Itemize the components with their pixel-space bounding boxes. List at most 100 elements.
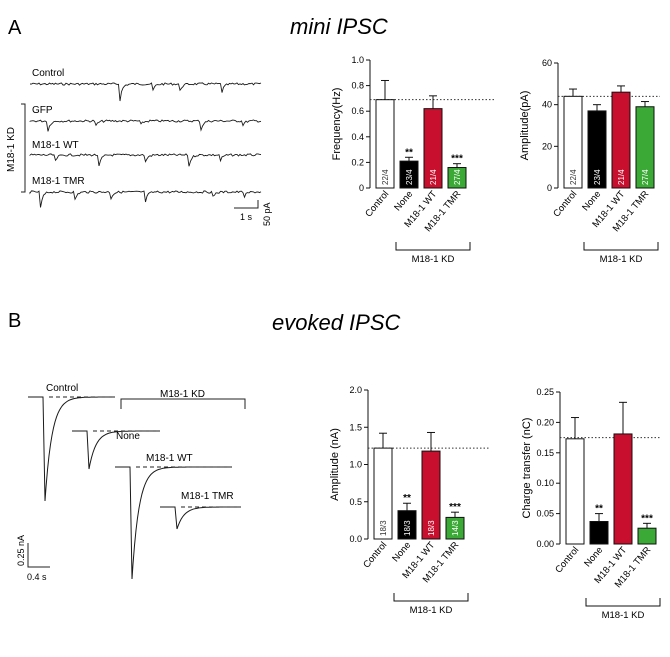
- y-tick-label: 0.25: [536, 387, 554, 397]
- y-tick-label: 1.5: [349, 422, 362, 432]
- mini-trace-line: [29, 190, 262, 208]
- evoked-trace-line: [28, 396, 115, 502]
- bar-control: [565, 438, 585, 545]
- y-tick-label: 0.0: [349, 534, 362, 544]
- bar-n-label: 23/4: [593, 169, 602, 185]
- significance-stars: ***: [451, 154, 463, 165]
- bar-n-label: 18/3: [403, 520, 412, 536]
- significance-stars: **: [405, 147, 413, 158]
- scale-bar-b: [27, 543, 50, 568]
- bar-chart-3: 0.0 0.5 1.0 1.5 2.0 Amplitude (nA) 18/3 Control…: [329, 385, 490, 616]
- y-tick-label: 1.0: [351, 55, 364, 65]
- y-tick-label: 20: [542, 141, 552, 151]
- y-tick-label: 0.10: [536, 478, 554, 488]
- group-bracket-label: M18-1 KD: [602, 610, 645, 621]
- y-tick-label: 0.5: [349, 497, 362, 507]
- mini-trace-line: [29, 153, 262, 167]
- y-tick-label: 0.2: [351, 157, 364, 167]
- bar-n-label: 27/4: [453, 169, 462, 185]
- significance-stars: ***: [449, 502, 461, 513]
- panel-a-letter: A: [8, 17, 22, 39]
- y-tick-label: 0.4: [351, 132, 364, 142]
- bar-n-label: 18/3: [379, 520, 388, 536]
- y-tick-label: 0.20: [536, 417, 554, 427]
- y-tick-label: 2.0: [349, 385, 362, 395]
- kd-bracket-label-a: M18-1 KD: [6, 127, 17, 172]
- category-label: Control: [361, 540, 389, 571]
- group-bracket: [393, 593, 469, 602]
- trace-label-gfp: GFP: [32, 105, 53, 116]
- category-label: None: [390, 540, 413, 564]
- y-tick-label: 0.05: [536, 509, 554, 519]
- scale-amp-a: 50 pA: [262, 202, 272, 226]
- group-bracket-label: M18-1 KD: [412, 254, 455, 265]
- evoked-trace-line: [160, 506, 241, 530]
- trace-label-tmr: M18-1 TMR: [32, 176, 85, 187]
- trace-label-wt: M18-1 WT: [32, 140, 79, 151]
- bar-chart-4: 0.00 0.05 0.10 0.15 0.20 0.25 Charge transfer …: [521, 387, 661, 621]
- significance-stars: **: [403, 493, 411, 504]
- y-tick-label: 0.00: [536, 539, 554, 549]
- y-tick-label: 1.0: [349, 460, 362, 470]
- y-tick-label: 0.15: [536, 448, 554, 458]
- evoked-label-control: Control: [46, 383, 78, 394]
- y-tick-label: 0.8: [351, 81, 364, 91]
- y-axis-label: Amplitude(pA): [519, 91, 531, 161]
- significance-stars: **: [595, 504, 603, 515]
- evoked-ipsc-traces: Control None M18-1 WT M18-1 TMR M18-1 KD…: [16, 383, 246, 582]
- y-tick-label: 0: [547, 183, 552, 193]
- evoked-label-wt: M18-1 WT: [146, 453, 193, 464]
- group-bracket: [395, 242, 471, 251]
- y-tick-label: 0.6: [351, 106, 364, 116]
- group-bracket-label: M18-1 KD: [600, 254, 643, 265]
- mini-trace-line: [29, 119, 262, 132]
- y-tick-label: 60: [542, 58, 552, 68]
- trace-label-control: Control: [32, 68, 64, 79]
- category-label: None: [392, 189, 415, 213]
- evoked-trace-line: [115, 466, 232, 580]
- y-tick-label: 40: [542, 100, 552, 110]
- category-label: Control: [553, 545, 581, 576]
- bar-chart-1: 0 0.2 0.4 0.6 0.8 1.0 Frequency(Hz) 22/4 Control…: [331, 55, 496, 265]
- bar-n-label: 27/4: [641, 169, 650, 185]
- bar-m18-1-wt: [613, 433, 633, 545]
- bar-n-label: 22/4: [381, 169, 390, 185]
- y-axis-label: Frequency(Hz): [331, 88, 343, 161]
- significance-stars: ***: [641, 513, 653, 524]
- bar-n-label: 14/3: [451, 520, 460, 536]
- panel-b-title: evoked IPSC: [272, 310, 401, 335]
- bar-n-label: 22/4: [569, 169, 578, 185]
- mini-ipsc-traces: Control GFP M18-1 WT M18-1 TMR M18-1 KD …: [6, 68, 272, 226]
- panel-a-title: mini IPSC: [290, 14, 388, 39]
- kd-bracket-b: [120, 398, 246, 409]
- scale-bar-a: [234, 200, 259, 209]
- category-label: Control: [363, 189, 391, 220]
- y-axis-label: Amplitude (nA): [329, 428, 341, 501]
- bar-n-label: 23/4: [405, 169, 414, 185]
- group-bracket-label: M18-1 KD: [410, 605, 453, 616]
- scale-amp-b: 0.25 nA: [16, 535, 26, 566]
- evoked-label-tmr: M18-1 TMR: [181, 491, 234, 502]
- evoked-label-none: None: [116, 431, 140, 442]
- bar-none: [589, 521, 609, 545]
- category-label: Control: [551, 189, 579, 220]
- group-bracket: [583, 242, 659, 251]
- category-label: None: [582, 545, 605, 569]
- bar-n-label: 21/4: [429, 169, 438, 185]
- y-axis-label: Charge transfer (nC): [521, 418, 533, 519]
- category-label: None: [580, 189, 603, 213]
- kd-bracket-label-b: M18-1 KD: [160, 389, 205, 400]
- y-tick-label: 0: [359, 183, 364, 193]
- group-bracket: [585, 598, 661, 607]
- bar-m18-1-tmr: [637, 527, 657, 545]
- panel-b-letter: B: [8, 310, 21, 332]
- bar-n-label: 18/3: [427, 520, 436, 536]
- bar-charts: 0 0.2 0.4 0.6 0.8 1.0 Frequency(Hz) 22/4 Control…: [329, 55, 661, 621]
- bar-n-label: 21/4: [617, 169, 626, 185]
- kd-bracket-a: [21, 103, 26, 193]
- mini-trace-line: [29, 82, 262, 102]
- scale-time-a: 1 s: [240, 212, 253, 222]
- bar-chart-2: 0 20 40 60 Amplitude(pA) 22/4 Control 23/4 None 2…: [519, 58, 660, 265]
- scale-time-b: 0.4 s: [27, 572, 47, 582]
